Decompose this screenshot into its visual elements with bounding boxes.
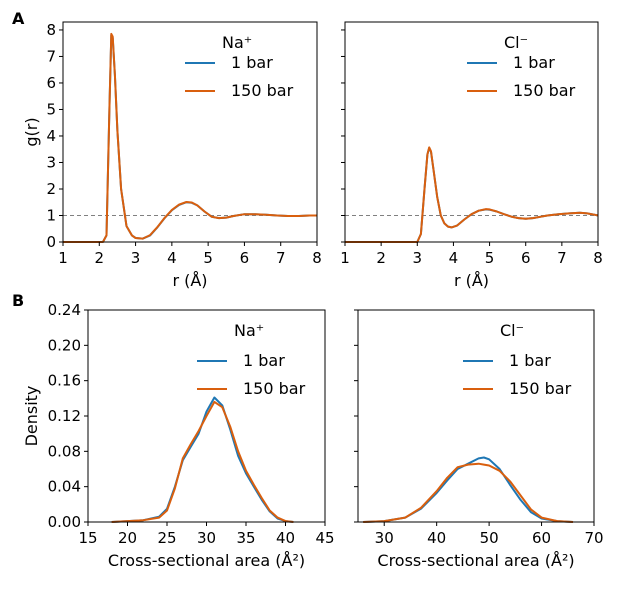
x-tick-label: 35 (236, 529, 255, 547)
y-tick-label: 4 (46, 127, 56, 145)
x-tick-label: 40 (276, 529, 295, 547)
x-tick-label: 4 (449, 249, 459, 267)
series-line-150bar (345, 146, 599, 243)
y-tick-label: 8 (46, 21, 56, 39)
series-line-150bar (111, 400, 294, 523)
x-tick-label: 1 (340, 249, 350, 267)
x-axis-label: Cross-sectional area (Å²) (108, 551, 305, 570)
panel-label-a: A (12, 9, 25, 28)
x-tick-label: 20 (118, 529, 137, 547)
chart-A-left (59, 21, 318, 246)
series-line-1bar (63, 34, 317, 243)
chart-B-left (84, 309, 326, 526)
legend-entry-label: 150 bar (243, 379, 306, 398)
x-tick-label: 5 (203, 249, 213, 267)
y-axis-label: g(r) (22, 117, 41, 146)
series-line-1bar (345, 146, 599, 243)
x-tick-label: 15 (78, 529, 97, 547)
legend-entry-label: 1 bar (509, 351, 551, 370)
chart-B-right (354, 309, 595, 526)
x-tick-label: 8 (312, 249, 322, 267)
legend-entry-label: 150 bar (513, 81, 576, 100)
legend-entry-label: 1 bar (513, 53, 555, 72)
x-tick-label: 1 (58, 249, 68, 267)
plot-frame (357, 309, 595, 523)
y-tick-label: 0.00 (48, 513, 81, 531)
legend-entry-label: 1 bar (243, 351, 285, 370)
y-axis-label: Density (22, 386, 41, 447)
x-axis-label: r (Å) (454, 271, 489, 290)
x-tick-label: 50 (480, 529, 499, 547)
y-tick-label: 0.04 (48, 478, 81, 496)
y-tick-label: 0.08 (48, 442, 81, 460)
x-tick-label: 6 (521, 249, 531, 267)
x-axis-label: r (Å) (172, 271, 207, 290)
x-tick-label: 60 (532, 529, 551, 547)
x-tick-label: 3 (131, 249, 141, 267)
y-tick-label: 0 (46, 233, 56, 251)
y-tick-label: 1 (46, 206, 56, 224)
x-tick-label: 6 (240, 249, 250, 267)
legend-entry-label: 150 bar (231, 81, 294, 100)
y-tick-label: 3 (46, 153, 56, 171)
legend-ion-label: Cl⁻ (504, 33, 528, 52)
x-tick-label: 4 (167, 249, 177, 267)
chart-A-right (341, 21, 599, 246)
legend-ion-label: Na⁺ (234, 321, 264, 340)
series-line-1bar (363, 456, 574, 523)
x-tick-label: 30 (197, 529, 216, 547)
panel-label-b: B (12, 291, 24, 310)
x-tick-label: 70 (584, 529, 603, 547)
x-axis-label: Cross-sectional area (Å²) (377, 551, 574, 570)
y-tick-label: 0.24 (48, 301, 81, 319)
y-tick-label: 7 (46, 47, 56, 65)
y-tick-label: 0.20 (48, 336, 81, 354)
x-tick-label: 45 (315, 529, 334, 547)
series-line-150bar (363, 462, 574, 523)
legend-ion-label: Na⁺ (222, 33, 252, 52)
x-tick-label: 2 (376, 249, 386, 267)
y-tick-label: 0.16 (48, 372, 81, 390)
series-line-150bar (63, 32, 317, 243)
x-tick-label: 25 (157, 529, 176, 547)
x-tick-label: 40 (427, 529, 446, 547)
legend-ion-label: Cl⁻ (500, 321, 524, 340)
x-tick-label: 7 (276, 249, 286, 267)
legend-entry-label: 150 bar (509, 379, 572, 398)
x-tick-label: 7 (557, 249, 567, 267)
y-tick-label: 5 (46, 100, 56, 118)
x-tick-label: 3 (413, 249, 423, 267)
plot-frame (62, 21, 318, 243)
y-tick-label: 0.12 (48, 407, 81, 425)
y-tick-label: 6 (46, 74, 56, 92)
x-tick-label: 8 (593, 249, 603, 267)
legend-entry-label: 1 bar (231, 53, 273, 72)
x-tick-label: 5 (485, 249, 495, 267)
y-tick-label: 2 (46, 180, 56, 198)
x-tick-label: 2 (95, 249, 105, 267)
x-tick-label: 30 (375, 529, 394, 547)
plot-frame (344, 21, 599, 243)
